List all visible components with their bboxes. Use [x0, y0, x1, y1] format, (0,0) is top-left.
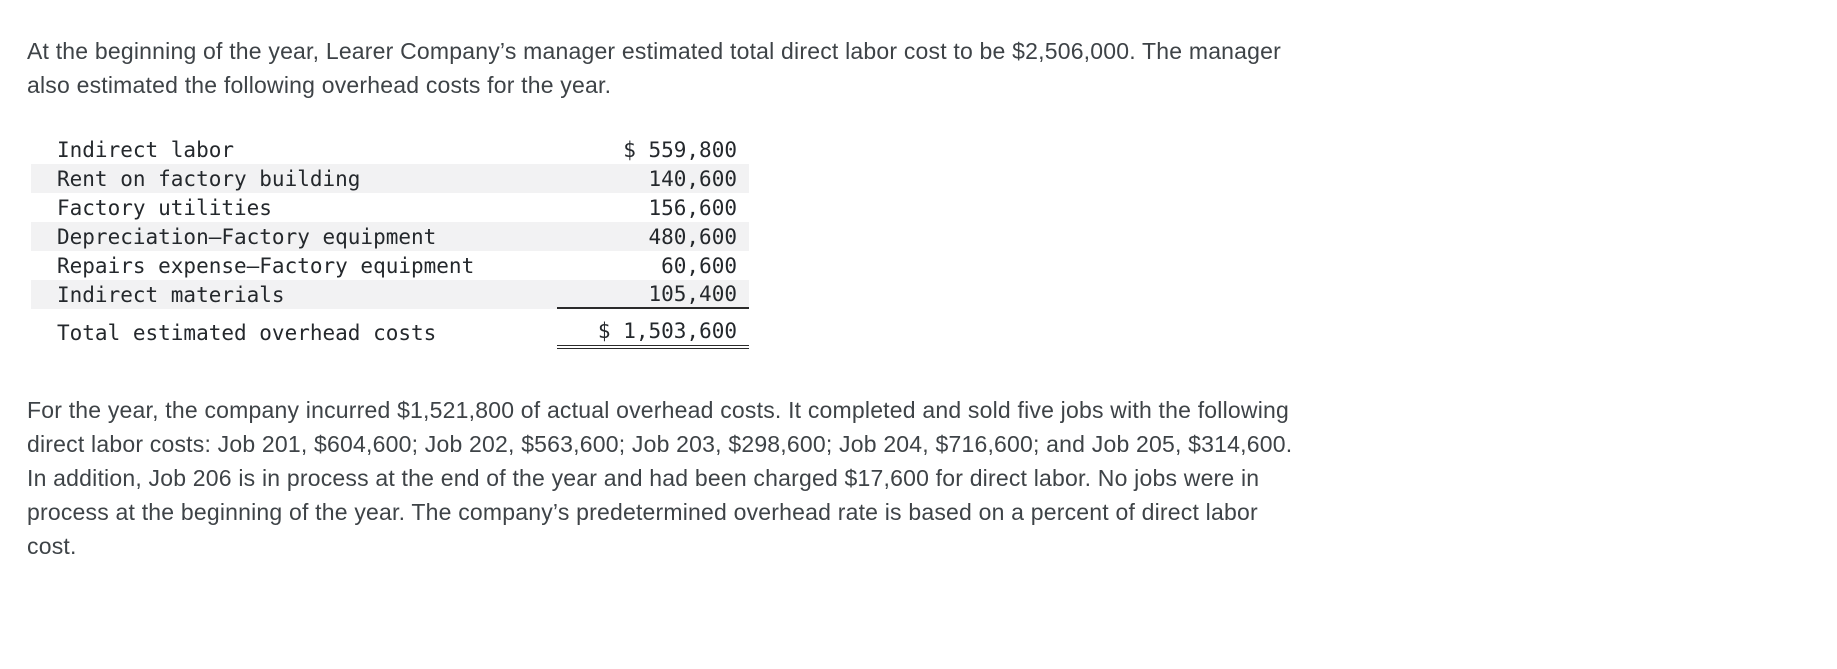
- details-paragraph: For the year, the company incurred $1,52…: [27, 397, 1293, 559]
- overhead-label: Repairs expense—Factory equipment: [57, 253, 475, 278]
- overhead-amount: 140,600: [648, 166, 737, 191]
- overhead-label: Depreciation—Factory equipment: [57, 224, 437, 249]
- intro-paragraph: At the beginning of the year, Learer Com…: [27, 38, 1282, 98]
- total-row: Total estimated overhead costs $ 1,503,6…: [31, 316, 749, 349]
- table-row: Factory utilities 156,600: [31, 193, 749, 222]
- table-row: Depreciation—Factory equipment 480,600: [31, 222, 749, 251]
- overhead-label: Factory utilities: [57, 195, 272, 220]
- table-row: Rent on factory building 140,600: [31, 164, 749, 193]
- overhead-label: Indirect materials: [57, 282, 285, 307]
- table-row: Indirect materials 105,400: [31, 280, 749, 309]
- overhead-label: Indirect labor: [57, 137, 235, 162]
- table-row: Indirect labor $ 559,800: [31, 135, 749, 164]
- table-row: Repairs expense—Factory equipment 60,600: [31, 251, 749, 280]
- overhead-amount: 105,400: [557, 280, 749, 309]
- overhead-cost-table: Indirect labor $ 559,800 Rent on factory…: [31, 135, 749, 349]
- total-label: Total estimated overhead costs: [57, 320, 437, 345]
- total-amount: $ 1,503,600: [557, 316, 749, 349]
- overhead-label: Rent on factory building: [57, 166, 361, 191]
- overhead-amount: 60,600: [661, 253, 737, 278]
- overhead-amount: 480,600: [648, 224, 737, 249]
- overhead-amount: $ 559,800: [623, 137, 737, 162]
- overhead-amount: 156,600: [648, 195, 737, 220]
